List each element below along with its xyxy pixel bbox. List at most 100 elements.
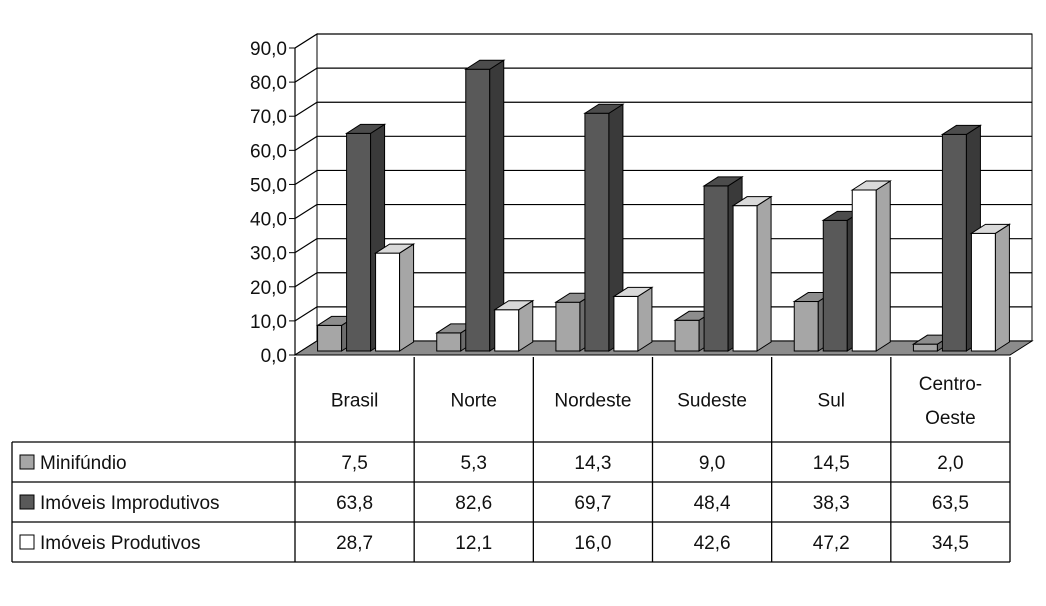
- data-label: 38,3: [813, 493, 850, 514]
- bar-front: [436, 332, 462, 352]
- bar-front: [822, 219, 848, 352]
- bar-front: [941, 133, 967, 352]
- bar-top: [940, 124, 983, 135]
- bar-front: [970, 232, 996, 352]
- y-tick-label: 80,0: [250, 73, 287, 94]
- bar-side: [875, 180, 891, 352]
- bar-top: [612, 286, 654, 297]
- data-label: 2,0: [937, 453, 963, 474]
- category-label-4: Sudeste: [677, 391, 747, 412]
- y-tick-label: 10,0: [250, 312, 287, 333]
- data-label: 34,5: [932, 533, 969, 554]
- gridline-depth: [294, 67, 318, 83]
- bar-side: [637, 286, 653, 352]
- legend-label-2: Imóveis Improdutivos: [40, 493, 220, 514]
- gridline-depth: [294, 272, 318, 288]
- bar-front: [346, 132, 372, 352]
- gridline-depth: [294, 135, 318, 151]
- bar-2-6: [940, 124, 983, 352]
- y-tick-label: 0,0: [261, 346, 287, 367]
- category-label: Nordeste: [554, 391, 631, 412]
- back-wall: [316, 33, 1033, 342]
- bar-top: [850, 180, 892, 191]
- category-label: Oeste: [925, 408, 976, 429]
- legend-swatch-1: [19, 454, 35, 470]
- bar-3-2: [493, 299, 535, 352]
- bar-front: [793, 301, 819, 352]
- data-label: 7,5: [341, 453, 367, 474]
- bar-side: [399, 243, 415, 352]
- y-tick-label: 60,0: [250, 141, 287, 162]
- data-label: 69,7: [574, 493, 611, 514]
- bar-top: [969, 223, 1012, 234]
- category-label: Brasil: [331, 391, 379, 412]
- y-tick-label: 30,0: [250, 244, 287, 265]
- category-label-1: Brasil: [331, 391, 379, 412]
- gridline-depth: [294, 306, 318, 322]
- bar-front: [613, 295, 639, 352]
- data-label: 47,2: [813, 533, 850, 554]
- bar-2-2: [464, 59, 506, 352]
- bar-top: [702, 176, 744, 187]
- category-label: Sudeste: [677, 391, 747, 412]
- bar-top: [493, 300, 535, 311]
- bar-front: [494, 309, 520, 352]
- bar-side: [994, 223, 1010, 352]
- category-label-6: Centro- Oeste: [919, 374, 982, 429]
- category-label: Centro-: [919, 374, 982, 395]
- data-label: 14,5: [813, 453, 850, 474]
- bar-2-1: [344, 123, 387, 352]
- bar-top: [731, 196, 773, 207]
- data-label: 12,1: [455, 533, 492, 554]
- bar-3-3: [612, 286, 654, 352]
- category-label: Sul: [818, 391, 845, 412]
- data-label: 63,8: [336, 493, 373, 514]
- bar-top: [583, 103, 625, 114]
- data-label: 42,6: [694, 533, 731, 554]
- bar-front: [317, 324, 343, 352]
- bar-3-5: [850, 180, 892, 352]
- bar-side: [756, 195, 772, 352]
- y-tick-label: 40,0: [250, 210, 287, 231]
- data-label: 5,3: [461, 453, 487, 474]
- category-label-5: Sul: [818, 391, 845, 412]
- bar-3-6: [969, 223, 1012, 352]
- bar-2-3: [583, 103, 625, 352]
- data-label: 48,4: [694, 493, 731, 514]
- bar-front: [703, 185, 729, 352]
- bar-front: [674, 319, 700, 352]
- data-label: 82,6: [455, 493, 492, 514]
- bar-front: [465, 68, 491, 352]
- bar-top: [464, 59, 506, 70]
- gridline-depth: [294, 204, 318, 220]
- bar-front: [912, 343, 938, 352]
- gridline-depth: [294, 33, 318, 49]
- legend-swatch-2: [19, 494, 35, 510]
- bar-3-1: [373, 243, 416, 352]
- bar-3-4: [731, 195, 773, 352]
- y-tick-label: 50,0: [250, 175, 287, 196]
- legend-swatch-3: [19, 534, 35, 550]
- legend-label-3: Imóveis Produtivos: [40, 533, 201, 554]
- legend-label-1: Minifúndio: [40, 453, 127, 474]
- category-label: Norte: [451, 391, 497, 412]
- y-tick-label: 70,0: [250, 107, 287, 128]
- bar-front: [375, 252, 401, 352]
- category-label-3: Nordeste: [554, 391, 631, 412]
- data-label: 28,7: [336, 533, 373, 554]
- data-label: 16,0: [574, 533, 611, 554]
- bar-top: [344, 123, 387, 134]
- gridline-depth: [294, 101, 318, 117]
- data-label: 63,5: [932, 493, 969, 514]
- data-label: 14,3: [574, 453, 611, 474]
- bar-front: [555, 301, 581, 352]
- side-wall: [294, 33, 318, 356]
- gridline-depth: [294, 169, 318, 185]
- gridline-depth: [294, 238, 318, 254]
- bar-front: [732, 205, 758, 352]
- bar-front: [584, 112, 610, 352]
- y-tick-label: 20,0: [250, 278, 287, 299]
- category-label-2: Norte: [451, 391, 497, 412]
- bar-top: [373, 243, 416, 254]
